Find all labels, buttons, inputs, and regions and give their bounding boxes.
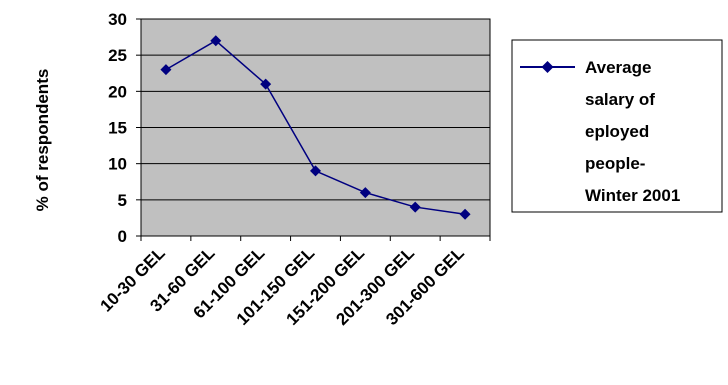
y-axis-title: % of respondents (33, 69, 52, 212)
y-tick-label: 25 (108, 46, 127, 65)
legend: Average salary of eployed people- Winter… (511, 39, 723, 213)
series-layer (160, 35, 471, 220)
gridlines (141, 54, 490, 201)
data-point-marker (359, 187, 371, 199)
legend-diamond-marker (541, 61, 554, 73)
data-point-marker (409, 201, 421, 213)
y-tick-label: 10 (108, 155, 127, 174)
data-point-marker (310, 165, 321, 177)
data-point-marker (210, 35, 222, 47)
y-tick-label: 15 (108, 119, 127, 138)
data-point-marker (160, 64, 172, 76)
y-axis-ticks: 0 5 10 15 20 25 30 (108, 10, 141, 246)
legend-label-line-2: salary of (585, 90, 655, 109)
legend-label-line-5: Winter 2001 (585, 186, 680, 205)
y-tick-label: 5 (118, 191, 127, 210)
data-point-marker (459, 208, 471, 220)
legend-label-line-4: people- (585, 154, 645, 173)
legend-label-line-3: eployed (585, 122, 649, 141)
legend-label-line-1: Average (585, 58, 651, 77)
y-tick-label: 0 (118, 227, 127, 246)
y-tick-label: 20 (108, 82, 127, 101)
y-tick-label: 30 (108, 10, 127, 29)
data-point-marker (260, 78, 272, 90)
